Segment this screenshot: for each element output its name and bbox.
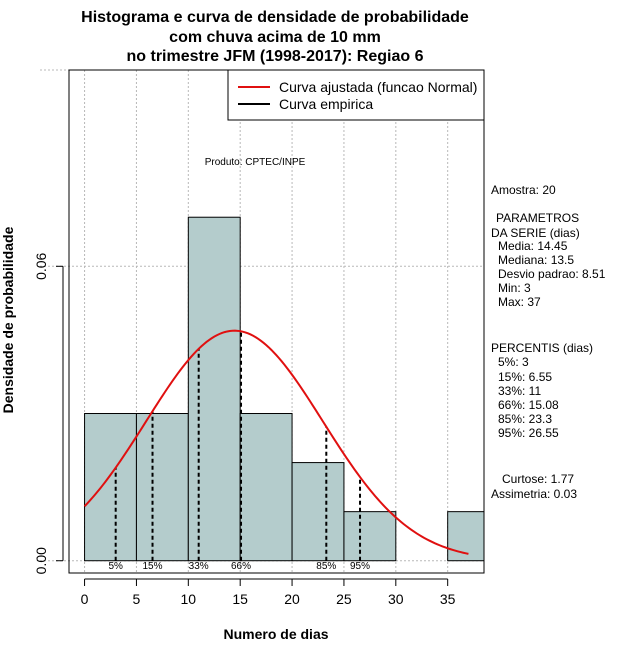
percentile-label-5: 95%	[350, 561, 370, 572]
normal-curve	[83, 329, 469, 555]
percentile-label-0: 5%	[108, 561, 123, 572]
stat-p33: 33%: 11	[498, 384, 541, 398]
stats-panel: Amostra: 20 PARAMETROS DA SERIE (dias) M…	[491, 183, 606, 501]
y-tick-label-1: 0.06	[33, 252, 49, 279]
stat-p66: 66%: 15.08	[498, 398, 559, 412]
product-label: Produto: CPTEC/INPE	[205, 157, 306, 168]
histogram-bar-2	[187, 216, 241, 562]
x-tick-label-3: 15	[232, 591, 248, 607]
x-tick-label-2: 10	[181, 591, 197, 607]
stat-amostra: Amostra: 20	[491, 183, 556, 197]
percentile-lines: 5% 15% 33% 66% 85% 95%	[108, 331, 370, 572]
stat-min: Min: 3	[498, 281, 531, 295]
legend-label-empirical: Curva empirica	[279, 96, 373, 112]
x-axis-label: Numero de dias	[223, 626, 328, 642]
stat-curtose: Curtose: 1.77	[502, 472, 574, 486]
x-tick-label-5: 25	[336, 591, 352, 607]
histogram-bar-3	[239, 413, 293, 562]
histogram-bar-0	[84, 413, 137, 562]
stat-desvio: Desvio padrao: 8.51	[498, 267, 606, 281]
chart-title-line-3: no trimestre JFM (1998-2017): Regiao 6	[127, 48, 424, 65]
y-axis-label: Densidade de probabilidade	[0, 226, 16, 413]
x-tick-label-7: 35	[440, 591, 456, 607]
stat-param-title-2: DA SERIE (dias)	[491, 226, 580, 240]
x-tick-label-6: 30	[388, 591, 404, 607]
percentile-label-1: 15%	[143, 561, 163, 572]
chart-title-line-2: com chuva acima de 10 mm	[169, 29, 381, 46]
legend-label-normal: Curva ajustada (funcao Normal)	[279, 79, 477, 95]
stat-media: Media: 14.45	[498, 239, 568, 253]
histogram-bar-4	[291, 462, 345, 562]
stat-p85: 85%: 23.3	[498, 412, 552, 426]
stat-p95: 95%: 26.55	[498, 426, 559, 440]
stat-assimetria: Assimetria: 0.03	[491, 487, 577, 501]
chart-title-line-1: Histograma e curva de densidade de proba…	[81, 9, 469, 26]
stat-mediana: Mediana: 13.5	[498, 253, 574, 267]
percentile-label-4: 85%	[316, 561, 336, 572]
legend-box	[227, 69, 485, 121]
legend: Curva ajustada (funcao Normal) Curva emp…	[227, 69, 485, 121]
stat-p15: 15%: 6.55	[498, 370, 552, 384]
axes: 0 5 10 15 20 25 30 35 0.00 0.06	[33, 252, 456, 607]
stat-param-title-1: PARAMETROS	[496, 211, 579, 225]
percentile-label-2: 33%	[189, 561, 209, 572]
histogram-bars	[84, 216, 485, 562]
x-tick-label-1: 5	[133, 591, 141, 607]
histogram-bar-5	[343, 511, 397, 562]
histogram-bar-1	[135, 413, 189, 562]
normal-curve-line	[83, 329, 469, 555]
stat-p5: 5%: 3	[498, 355, 529, 369]
stat-percentis-title: PERCENTIS (dias)	[491, 341, 593, 355]
stat-max: Max: 37	[498, 295, 541, 309]
y-tick-label-0: 0.00	[33, 547, 49, 574]
x-tick-label-0: 0	[81, 591, 89, 607]
percentile-label-3: 66%	[231, 561, 251, 572]
x-tick-label-4: 20	[284, 591, 300, 607]
